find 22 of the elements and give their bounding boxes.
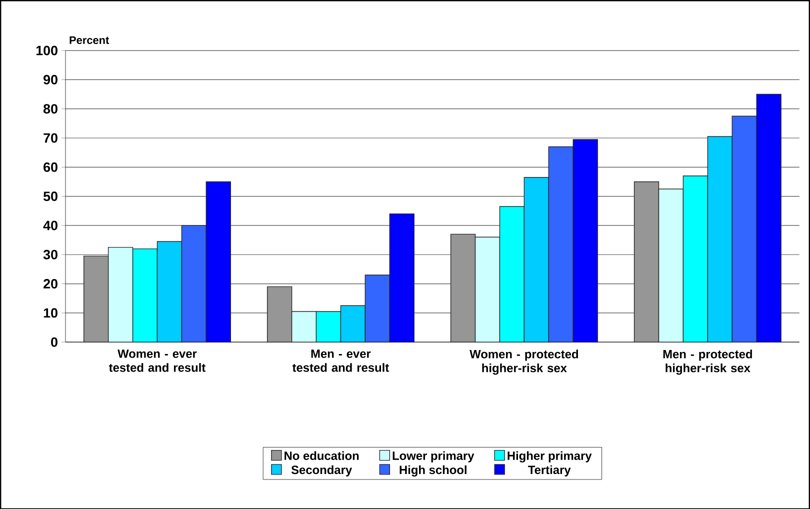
legend-label: Secondary [291,465,352,476]
legend-label: No education [284,451,359,460]
y-tick-label: 0 [51,337,58,347]
y-tick-label: 10 [44,308,58,318]
y-tick-label: 40 [43,220,58,230]
y-axis-title: Percent [70,36,110,44]
legend-label: High school [400,465,466,476]
y-tick-label: 50 [43,191,58,201]
legend-label: Higher primary [508,451,592,462]
legend-label: Tertiary [528,465,571,476]
y-tick-label: 100 [36,46,58,56]
legend-label: Lower primary [392,451,474,462]
y-tick-label: 80 [43,104,58,114]
y-tick-label: 30 [43,250,58,260]
x-tick-label: Women - ever tested and result [108,349,206,372]
x-tick-label: Women - protected higher-risk sex [470,349,578,374]
y-tick-label: 60 [44,162,58,172]
y-tick-label: 20 [44,278,58,288]
y-tick-label: 70 [44,133,58,143]
x-tick-label: Men - ever tested and result [292,349,389,372]
y-tick-label: 90 [44,74,58,84]
x-tick-label: Men - protected higher-risk sex [663,349,752,374]
